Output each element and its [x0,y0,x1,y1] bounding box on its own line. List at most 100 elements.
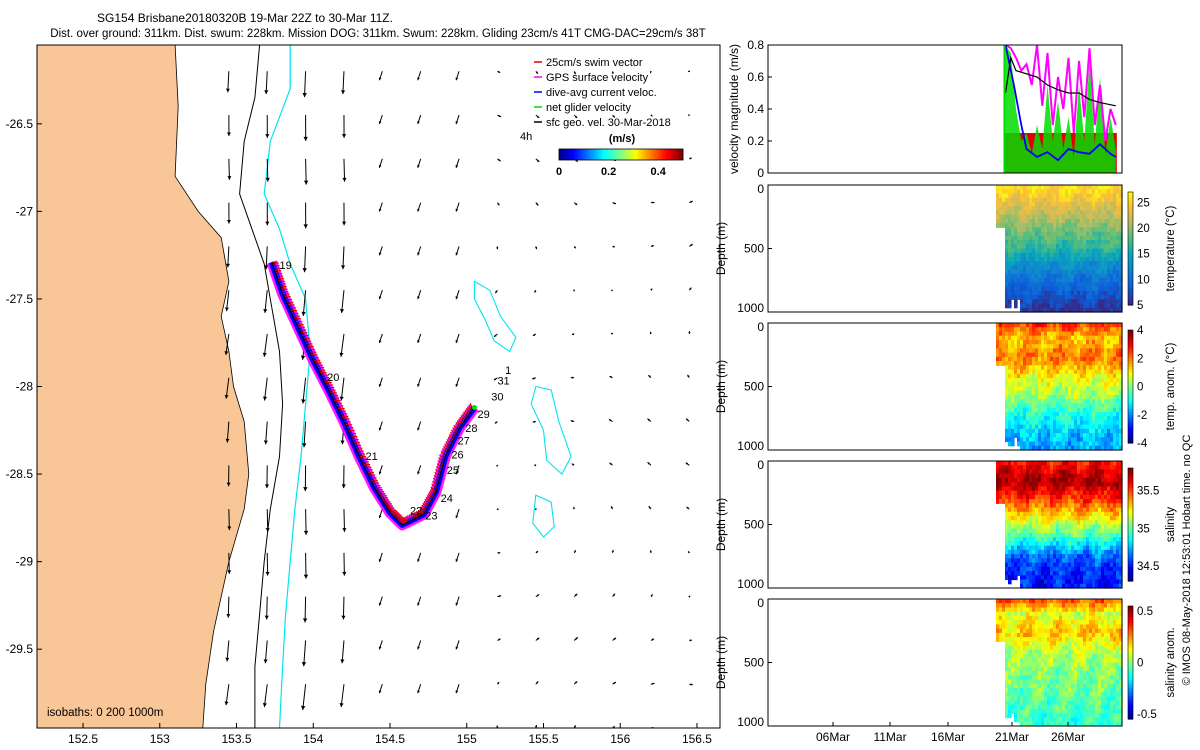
geostrophic-arrowhead [494,421,498,424]
section-cell [1089,223,1093,228]
section-cell [1017,562,1021,568]
colorbar-cell [1128,473,1133,478]
section-cell [1059,265,1063,271]
section-cell [1014,709,1018,714]
geostrophic-arrowhead [536,594,540,597]
section-cell [1074,339,1078,345]
section-cell [1026,223,1030,228]
section-cell [1050,223,1054,228]
section-cell [1068,469,1072,475]
section-cell [1038,465,1042,470]
section-cell [1020,201,1024,207]
section-cell [1053,428,1057,434]
section-cell [1023,632,1027,638]
section-cell [1071,227,1075,233]
section-cell [1089,344,1093,349]
section-cell [1101,441,1105,447]
section-cell [999,189,1003,194]
section-cell [996,473,1000,479]
section-cell [1095,473,1099,479]
section-cell [1110,445,1114,451]
section-cell [1008,461,1012,466]
section-cell [1056,290,1060,296]
section-cell [1029,645,1033,651]
section-cell [1059,507,1063,513]
section-cell [1095,490,1099,496]
section-cell [1062,516,1066,521]
section-cell [1008,441,1012,447]
section-cell [1026,193,1030,199]
section-cell [1008,420,1012,426]
section-cell [1086,520,1090,526]
section-cell [1032,235,1036,241]
section-cell [1059,223,1063,228]
section-cell [1062,378,1066,383]
section-cell [1098,210,1102,216]
section-cell [1104,465,1108,470]
section-cell [1029,666,1033,672]
section-cell [1104,520,1108,526]
section-cell [1017,713,1021,719]
section-cell [1116,257,1120,262]
section-cell [1008,465,1012,470]
section-cell [1089,407,1093,413]
section-cell [1035,469,1039,475]
section-cell [1083,382,1087,388]
section-cell [1011,295,1015,300]
colorbar-label: salinity [1165,507,1177,542]
section-cell [1014,679,1018,685]
section-cell [1098,278,1102,283]
section-cell [1038,482,1042,487]
section-cell [1038,675,1042,680]
section-cell [999,197,1003,203]
section-cell [1044,554,1048,559]
section-cell [1023,269,1027,275]
section-cell [1068,223,1072,228]
section-cell [1083,579,1087,585]
section-cell [1002,499,1006,504]
section-cell [1005,465,1009,470]
section-cell [1062,248,1066,254]
section-cell [1074,386,1078,392]
y-tick-label: 0 [757,458,764,472]
geostrophic-arrowhead [378,164,382,168]
section-cell [1029,721,1033,727]
section-cell [1101,554,1105,559]
colorbar-cell [1128,499,1133,503]
section-cell [1008,373,1012,379]
section-cell [1116,327,1120,332]
section-cell [1011,628,1015,634]
section-cell [1005,533,1009,538]
geostrophic-arrowhead [455,77,459,81]
section-cell [1014,403,1018,409]
section-cell [1071,562,1075,568]
section-cell [1020,717,1024,723]
section-cell [1053,465,1057,470]
colorbar-cell [1128,552,1133,557]
section-cell [1053,524,1057,530]
section-cell [1041,201,1045,207]
section-cell [1101,424,1105,430]
section-cell [1020,252,1024,258]
section-cell [1095,516,1099,521]
section-cell [1008,637,1012,642]
section-cell [1017,533,1021,538]
section-cell [1110,562,1114,568]
section-cell [1089,193,1093,199]
section-cell [1017,295,1021,300]
colorbar-tick-label: 4 [1137,325,1144,337]
section-cell [1047,441,1051,447]
section-cell [1101,361,1105,366]
section-cell [1014,227,1018,233]
section-cell [1065,441,1069,447]
section-cell [1083,344,1087,349]
section-cell [1071,403,1075,409]
geostrophic-arrowhead [342,528,347,532]
section-cell [1041,679,1045,685]
section-cell [1032,683,1036,689]
section-cell [1038,507,1042,513]
section-cell [1089,290,1093,296]
section-cell [1092,566,1096,572]
section-cell [1008,252,1012,258]
colorbar-cell [641,149,644,160]
